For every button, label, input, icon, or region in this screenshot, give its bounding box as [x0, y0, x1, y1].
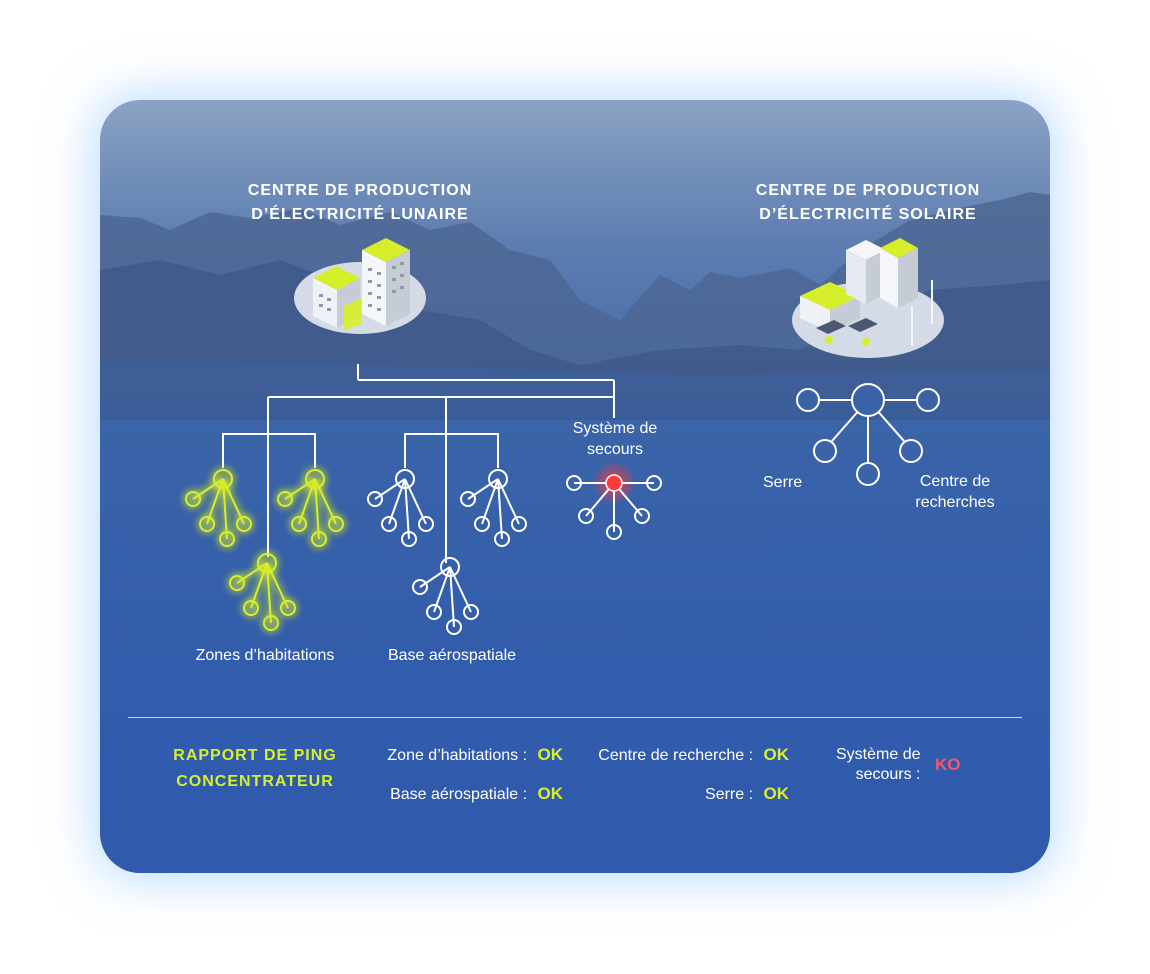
leaf-node	[185, 491, 201, 507]
status-centre-recherche: Centre de recherche : OK	[598, 745, 789, 766]
hub-node	[395, 469, 415, 489]
leaf-node	[566, 475, 582, 491]
leaf-node	[401, 531, 417, 547]
status-systeme-secours: Système de secours : KO	[836, 745, 960, 785]
report-title-line2: CONCENTRATEUR	[176, 773, 334, 790]
status-label: Centre de recherche :	[598, 747, 754, 764]
status-badge: OK	[537, 784, 564, 803]
solar-plant-icon	[792, 238, 944, 358]
leaf-node	[236, 516, 252, 532]
leaf-node	[474, 516, 490, 532]
status-base-aerospatiale: Base aérospatiale : OK	[390, 784, 563, 805]
status-label-line2: secours :	[855, 766, 921, 783]
lunar-title-line2: D’ÉLECTRICITÉ LUNAIRE	[251, 206, 469, 223]
centre-recherches-label: Centre de recherches	[905, 471, 1005, 513]
zones-label: Zones d’habitations	[195, 647, 335, 664]
leaf-node	[412, 579, 428, 595]
base-cluster-1	[367, 469, 434, 547]
hub-node	[488, 469, 508, 489]
leaf-node	[280, 600, 296, 616]
lunar-title-line1: CENTRE DE PRODUCTION	[247, 182, 473, 199]
base-label: Base aérospatiale	[387, 647, 517, 664]
secours-label: Système de secours	[550, 418, 680, 460]
leaf-node	[463, 604, 479, 620]
lunar-plant-title: CENTRE DE PRODUCTION D’ÉLECTRICITÉ LUNAI…	[230, 179, 490, 227]
centre-label-line1: Centre de	[919, 473, 991, 490]
leaf-node	[381, 516, 397, 532]
leaf-node	[446, 619, 462, 635]
status-serre: Serre : OK	[705, 784, 789, 805]
leaf-node	[229, 575, 245, 591]
leaf-node	[277, 491, 293, 507]
status-label: Zone d’habitations :	[387, 747, 528, 764]
status-badge: OK	[763, 784, 790, 803]
zones-cluster-2	[277, 469, 344, 547]
leaf-node	[646, 475, 662, 491]
hub-node	[440, 557, 460, 577]
status-badge: OK	[537, 745, 564, 764]
serre-label: Serre	[763, 474, 803, 491]
solar-title-line1: CENTRE DE PRODUCTION	[755, 182, 981, 199]
leaf-node	[460, 491, 476, 507]
leaf-node	[219, 531, 235, 547]
leaf-node	[418, 516, 434, 532]
alert-hub-node	[605, 474, 623, 492]
base-cluster-3	[412, 557, 479, 635]
leaf-node	[328, 516, 344, 532]
hub-node	[305, 469, 325, 489]
report-divider	[128, 717, 1022, 718]
zones-cluster-1	[185, 469, 252, 547]
leaf-node	[311, 531, 327, 547]
leaf-node	[578, 508, 594, 524]
leaf-node	[494, 531, 510, 547]
leaf-node	[634, 508, 650, 524]
solar-plant-title: CENTRE DE PRODUCTION D’ÉLECTRICITÉ SOLAI…	[738, 179, 998, 227]
zones-cluster-3	[229, 553, 296, 631]
leaf-node	[511, 516, 527, 532]
network-diagram	[100, 192, 1050, 873]
leaf-node	[291, 516, 307, 532]
mountain-background	[100, 192, 1050, 873]
leaf-node	[367, 491, 383, 507]
leaf-node	[243, 600, 259, 616]
leaf-node	[263, 615, 279, 631]
network-card: CENTRE DE PRODUCTION D’ÉLECTRICITÉ LUNAI…	[100, 100, 1050, 873]
leaf-node	[199, 516, 215, 532]
base-cluster-2	[460, 469, 527, 547]
status-label-line1: Système de	[836, 746, 921, 763]
leaf-node	[606, 524, 622, 540]
hub-node	[257, 553, 277, 573]
secours-label-line1: Système de	[572, 420, 658, 437]
leaf-node	[426, 604, 442, 620]
status-label: Serre :	[705, 786, 754, 803]
hub-node	[213, 469, 233, 489]
secours-label-line2: secours	[586, 441, 644, 458]
centre-label-line2: recherches	[915, 494, 995, 511]
status-label: Base aérospatiale :	[390, 786, 528, 803]
status-zone-habitations: Zone d’habitations : OK	[387, 745, 563, 766]
secours-cluster	[566, 461, 662, 540]
status-badge: KO	[934, 755, 961, 774]
solar-network-hub	[796, 383, 940, 486]
building-cluster-icon	[294, 238, 426, 334]
distribution-lines	[222, 364, 615, 563]
report-title-line1: RAPPORT DE PING	[173, 747, 337, 764]
report-title: RAPPORT DE PING CONCENTRATEUR	[155, 743, 355, 795]
status-badge: OK	[763, 745, 790, 764]
solar-title-line2: D’ÉLECTRICITÉ SOLAIRE	[759, 206, 977, 223]
